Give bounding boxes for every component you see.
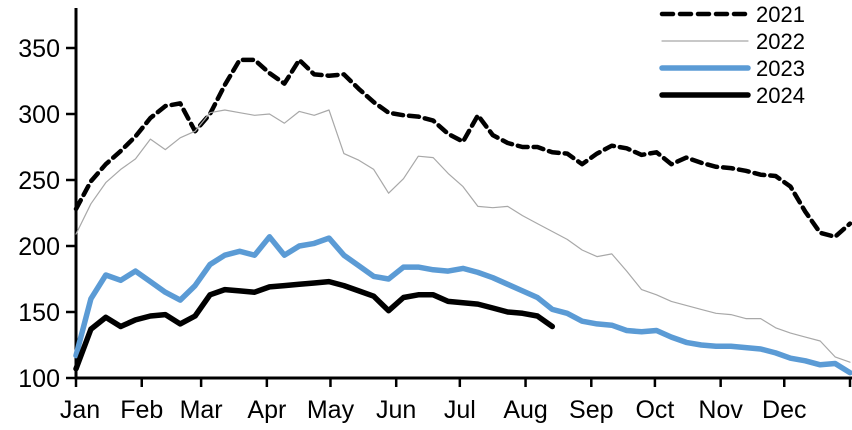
x-tick-label: Apr — [247, 396, 286, 424]
x-tick-label: Jul — [444, 396, 476, 424]
y-tick-label: 150 — [18, 299, 60, 327]
y-tick-label: 250 — [18, 167, 60, 195]
legend-item-2022: 2022 — [661, 29, 805, 54]
x-tick-label: Feb — [120, 396, 163, 424]
x-tick-label: Mar — [180, 396, 223, 424]
x-tick-label: Sep — [569, 396, 613, 424]
x-tick-label: Nov — [698, 396, 743, 424]
series-line-2022 — [75, 109, 851, 363]
y-tick-label: 350 — [18, 35, 60, 63]
x-tick-label: May — [307, 396, 355, 424]
y-tick-label: 200 — [18, 233, 60, 261]
series-line-2021 — [73, 57, 852, 240]
legend-label-2021: 2021 — [756, 2, 805, 27]
series-line-2024 — [73, 278, 556, 372]
x-tick-label: Oct — [635, 396, 674, 424]
series-line-2023 — [73, 234, 852, 376]
x-tick-label: Jan — [60, 396, 100, 424]
legend-item-2023: 2023 — [659, 56, 805, 81]
legend-label-2024: 2024 — [756, 83, 805, 108]
x-tick-label: Dec — [762, 396, 806, 424]
legend-item-2021: 2021 — [659, 2, 805, 27]
x-tick-label: Jun — [376, 396, 416, 424]
x-tick-label: Aug — [503, 396, 547, 424]
legend-label-2023: 2023 — [756, 56, 805, 81]
y-tick-label: 300 — [18, 101, 60, 129]
legend-label-2022: 2022 — [756, 29, 805, 54]
y-tick-label: 100 — [18, 365, 60, 393]
legend-item-2024: 2024 — [659, 83, 805, 108]
